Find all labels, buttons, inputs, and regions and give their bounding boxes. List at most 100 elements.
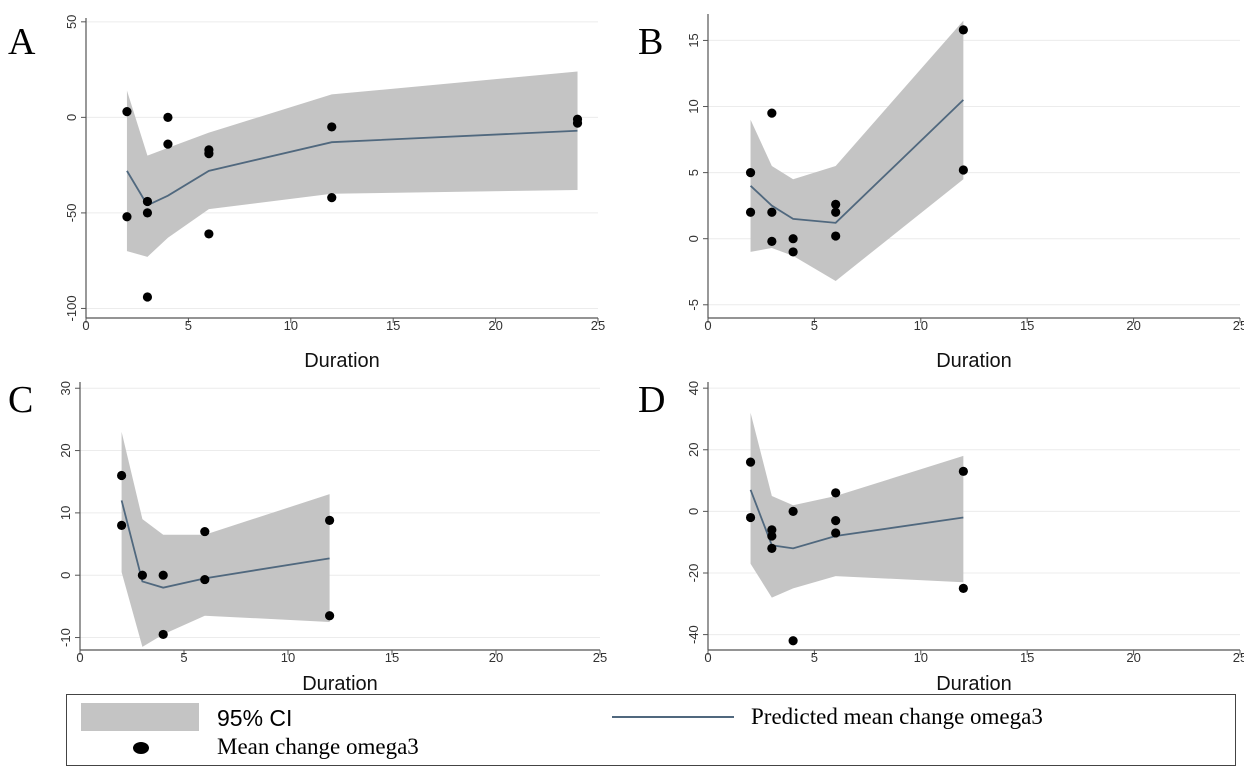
data-point xyxy=(958,583,968,593)
predicted-line xyxy=(120,500,330,589)
y-tick-label: 15 xyxy=(686,33,701,47)
x-tick-label: 15 xyxy=(1020,318,1034,333)
y-tick-label: -100 xyxy=(64,295,79,321)
legend-ci-label: 95% CI xyxy=(217,705,293,731)
x-tick-label: 20 xyxy=(1126,650,1140,665)
x-tick-label: 0 xyxy=(704,650,711,665)
legend-line-swatch xyxy=(612,716,734,718)
data-point xyxy=(767,543,777,553)
data-point xyxy=(767,236,777,246)
data-point xyxy=(117,470,127,481)
data-point xyxy=(788,247,798,257)
y-tick-label: -5 xyxy=(686,299,701,311)
y-tick-label: -40 xyxy=(686,625,701,644)
y-tick-label: 5 xyxy=(686,169,701,176)
x-tick-label: 0 xyxy=(76,650,83,665)
y-tick-label: -50 xyxy=(64,204,79,223)
data-point xyxy=(831,516,841,526)
x-tick-label: 15 xyxy=(385,650,399,665)
x-tick-label: 10 xyxy=(914,650,928,665)
predicted-line xyxy=(749,489,964,550)
x-axis-title: Duration xyxy=(304,350,380,372)
data-point xyxy=(745,512,756,523)
data-point xyxy=(325,515,335,525)
data-point xyxy=(142,292,153,302)
y-tick-label: 30 xyxy=(58,381,73,395)
y-tick-label: 50 xyxy=(64,15,79,29)
data-point xyxy=(200,574,210,585)
data-point xyxy=(327,193,337,203)
panel-label: D xyxy=(638,379,665,421)
x-tick-label: 25 xyxy=(1233,318,1244,333)
x-tick-label: 25 xyxy=(591,318,605,333)
data-point xyxy=(204,229,214,239)
panel-d: -40 -20 0 20 40 0 5 10 15 20 25 Duration D xyxy=(638,379,1244,690)
data-point xyxy=(200,526,210,537)
x-tick-label: 0 xyxy=(82,318,89,333)
x-tick-label: 20 xyxy=(1126,318,1140,333)
x-axis-title: Duration xyxy=(936,350,1012,372)
x-tick-label: 10 xyxy=(914,318,928,333)
y-tick-label: 0 xyxy=(686,508,701,515)
x-axis-title: Duration xyxy=(302,673,378,690)
x-tick-label: 5 xyxy=(185,318,192,333)
x-tick-label: 0 xyxy=(704,318,711,333)
y-tick-label: 40 xyxy=(686,381,701,395)
legend-point-swatch xyxy=(133,742,149,754)
legend-ci-swatch xyxy=(81,703,199,731)
y-tick-label: 10 xyxy=(58,506,73,520)
data-point xyxy=(788,234,798,244)
data-point xyxy=(745,207,756,217)
data-point xyxy=(831,207,841,217)
x-tick-label: 5 xyxy=(811,650,818,665)
data-point xyxy=(958,25,968,35)
predicted-line xyxy=(749,99,964,224)
data-point xyxy=(158,629,168,640)
data-point xyxy=(327,122,337,132)
x-tick-label: 15 xyxy=(386,318,400,333)
data-point xyxy=(831,488,841,498)
data-point xyxy=(958,466,968,476)
data-point xyxy=(137,570,147,580)
data-point xyxy=(122,107,132,117)
data-point xyxy=(745,457,756,467)
data-point xyxy=(158,570,168,580)
y-tick-label: 0 xyxy=(686,235,701,242)
data-point xyxy=(958,165,968,175)
legend: 95% CI Predicted mean change omega3 Mean… xyxy=(66,694,1236,766)
legend-line-label: Predicted mean change omega3 xyxy=(751,704,1043,729)
y-tick-label: 20 xyxy=(686,443,701,457)
panel-label: A xyxy=(8,21,36,63)
ci-band xyxy=(750,20,964,281)
data-point xyxy=(831,231,841,241)
data-point xyxy=(767,108,777,118)
x-tick-label: 10 xyxy=(281,650,295,665)
y-tick-label: 0 xyxy=(58,572,73,579)
data-point xyxy=(767,531,777,541)
x-tick-label: 5 xyxy=(811,318,818,333)
x-axis-title: Duration xyxy=(936,673,1012,690)
panel-label: B xyxy=(638,21,663,63)
data-point xyxy=(117,520,127,530)
x-tick-label: 25 xyxy=(1233,650,1244,665)
panel-a: -100 -50 0 50 0 5 10 15 20 25 Duration A xyxy=(8,15,605,372)
x-tick-label: 25 xyxy=(593,650,607,665)
panel-label: C xyxy=(8,379,33,421)
data-point xyxy=(767,207,777,217)
data-point xyxy=(572,118,583,128)
y-tick-label: 20 xyxy=(58,443,73,457)
x-tick-label: 15 xyxy=(1020,650,1034,665)
data-point xyxy=(831,528,841,538)
y-tick-label: -10 xyxy=(58,628,73,647)
data-point xyxy=(163,112,173,122)
legend-point-label: Mean change omega3 xyxy=(217,734,419,759)
data-point xyxy=(204,149,214,159)
data-point xyxy=(831,199,841,209)
y-tick-label: -20 xyxy=(686,564,701,583)
data-point xyxy=(122,212,132,222)
data-point xyxy=(142,208,153,218)
y-tick-label: 0 xyxy=(64,114,79,121)
